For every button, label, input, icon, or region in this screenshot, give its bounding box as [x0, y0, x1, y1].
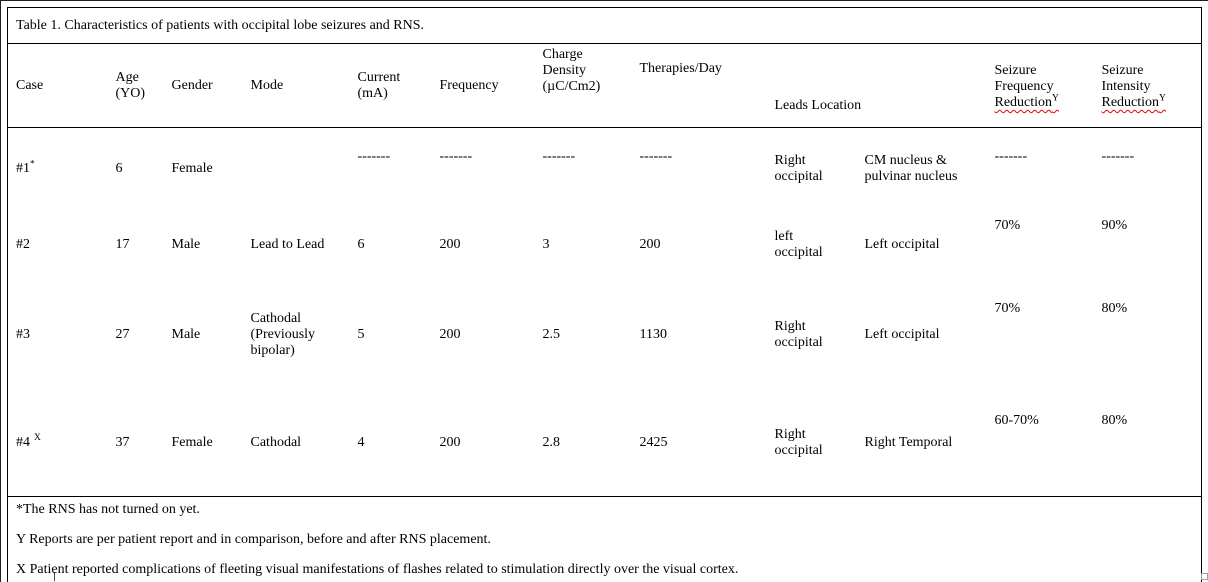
cell-charge-density: -------	[542, 149, 576, 164]
cell-current: 6	[357, 236, 365, 252]
col-header-leads-location: Leads Location	[766, 43, 987, 128]
col-header-gender: Gender	[163, 43, 243, 128]
cell-charge-density: 2.5	[542, 326, 561, 342]
table-title-row: Table 1. Characteristics of patients wit…	[7, 7, 1202, 44]
footnotes-row: *The RNS has not turned on yet. Y Report…	[7, 496, 1202, 582]
cell-therapies-day: 200	[639, 236, 661, 252]
cell-age: 6	[115, 160, 123, 176]
text-cursor	[54, 572, 55, 581]
cell-case: #3	[8, 280, 108, 390]
header-text: Reduction	[1101, 95, 1160, 110]
cell-seizure-intensity-reduction: -------	[1101, 149, 1135, 164]
cell-age: 17	[115, 236, 130, 252]
cell-seizure-intensity-reduction: 90%	[1101, 217, 1128, 233]
cell-charge-density: 3	[542, 236, 550, 252]
col-header-therapies-day: Therapies/Day	[631, 43, 767, 128]
cell-age: 27	[115, 326, 130, 342]
header-text: Reduction	[994, 95, 1053, 110]
table-row-case-2: #2 17 Male Lead to Lead 6 200 3 200 left…	[8, 210, 1202, 280]
spellcheck-underline: ReductionY	[1101, 93, 1194, 111]
superscript-y: Y	[1159, 93, 1166, 104]
cell-leads-location-a: left occipital	[774, 228, 823, 260]
header-text: Seizure Intensity	[1101, 63, 1151, 94]
case-id: #2	[16, 236, 30, 252]
cell-frequency: 200	[439, 236, 461, 252]
cell-leads-location-b: CM nucleus & pulvinar nucleus	[864, 152, 958, 184]
cell-mode: Lead to Lead	[250, 236, 325, 252]
col-header-charge-density: Charge Density (µC/Cm2)	[534, 43, 632, 128]
cell-leads-location-a: Right occipital	[774, 318, 823, 350]
footnote-y: Y Reports are per patient report and in …	[16, 532, 491, 547]
cell-leads-location-b: Right Temporal	[864, 434, 953, 450]
case-superscript: X	[34, 433, 41, 444]
header-row: Case Age (YO) Gender Mode Current (mA) F…	[7, 43, 1202, 128]
col-header-age: Age (YO)	[107, 43, 164, 128]
cell-current: 4	[357, 434, 365, 450]
cell-gender: Female	[171, 160, 213, 176]
case-superscript: *	[30, 159, 35, 170]
cell-seizure-intensity-reduction: 80%	[1101, 300, 1128, 316]
cell-gender: Female	[171, 434, 213, 450]
col-header-case: Case	[7, 43, 108, 128]
cell-seizure-frequency-reduction: 60-70%	[994, 412, 1039, 428]
cell-current: -------	[357, 149, 391, 164]
cell-mode: Cathodal (Previously bipolar)	[250, 310, 316, 358]
case-id: #1	[16, 160, 30, 176]
table-row-case-3: #3 27 Male Cathodal (Previously bipolar)…	[8, 280, 1202, 390]
table-resize-handle[interactable]	[1201, 573, 1208, 580]
cell-therapies-day: 1130	[639, 326, 667, 342]
cell-leads-location-a: Right occipital	[774, 152, 823, 184]
cell-leads-location-b: Left occipital	[864, 236, 940, 252]
cell-therapies-day: -------	[639, 149, 673, 164]
cell-mode: Cathodal	[250, 434, 302, 450]
table-row-case-4: #4 X 37 Female Cathodal 4 200 2.8 2425 Ri…	[8, 390, 1202, 497]
col-header-current: Current (mA)	[349, 43, 432, 128]
cell-case: #4 X	[8, 390, 108, 497]
cell-gender: Male	[171, 236, 201, 252]
footnote-x: X Patient reported complications of flee…	[16, 562, 739, 577]
cell-leads-location-a: Right occipital	[774, 426, 823, 458]
footnotes: *The RNS has not turned on yet. Y Report…	[7, 496, 1202, 582]
case-id: #4	[16, 434, 30, 450]
patients-table: Table 1. Characteristics of patients wit…	[7, 7, 1203, 582]
cell-frequency: -------	[439, 149, 473, 164]
cell-gender: Male	[171, 326, 201, 342]
cell-leads-location-b: Left occipital	[864, 326, 940, 342]
col-header-mode: Mode	[242, 43, 350, 128]
col-header-seizure-frequency-reduction: Seizure Frequency ReductionY	[986, 43, 1094, 128]
cell-therapies-day: 2425	[639, 434, 668, 450]
header-text: Seizure Frequency	[994, 63, 1054, 94]
cell-seizure-intensity-reduction: 80%	[1101, 412, 1128, 428]
case-id: #3	[16, 326, 30, 342]
cell-frequency: 200	[439, 326, 461, 342]
cell-mode	[243, 128, 350, 210]
cell-seizure-frequency-reduction: -------	[994, 149, 1028, 164]
table-title: Table 1. Characteristics of patients wit…	[7, 7, 1202, 44]
footnote-asterisk: *The RNS has not turned on yet.	[16, 502, 200, 517]
cell-frequency: 200	[439, 434, 461, 450]
cell-case: #2	[8, 210, 108, 280]
col-header-seizure-intensity-reduction: Seizure Intensity ReductionY	[1093, 43, 1202, 128]
cell-age: 37	[115, 434, 130, 450]
cell-seizure-frequency-reduction: 70%	[994, 217, 1021, 233]
col-header-frequency: Frequency	[431, 43, 535, 128]
cell-seizure-frequency-reduction: 70%	[994, 300, 1021, 316]
cell-case: #1*	[8, 128, 108, 210]
cell-current: 5	[357, 326, 365, 342]
table-row-case-1: #1* 6 Female ------- ------- ------- ---…	[8, 128, 1202, 210]
spellcheck-underline: ReductionY	[994, 93, 1086, 111]
cell-charge-density: 2.8	[542, 434, 561, 450]
superscript-y: Y	[1052, 93, 1059, 104]
